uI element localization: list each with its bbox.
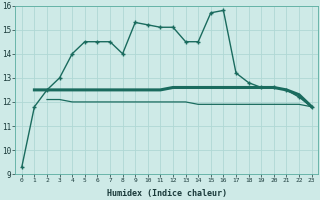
X-axis label: Humidex (Indice chaleur): Humidex (Indice chaleur) (107, 189, 227, 198)
